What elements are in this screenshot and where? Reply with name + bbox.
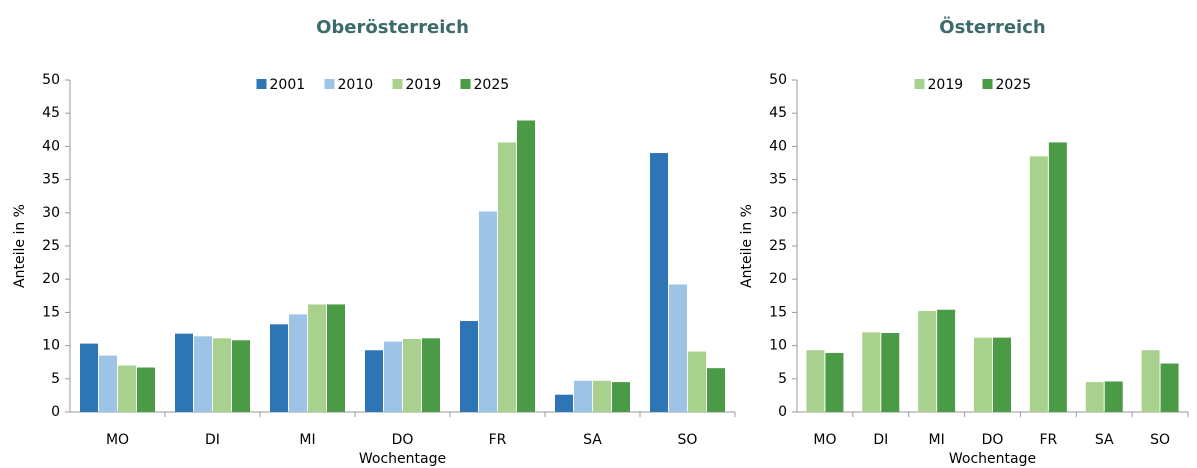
x-tick-label: SO [678,432,698,448]
x-tick-label: SA [583,432,602,448]
bar [650,153,668,413]
x-tick-label: FR [1039,432,1057,448]
x-tick-label: DO [982,432,1004,448]
bar [1104,381,1123,412]
bar [99,355,117,412]
legend-swatch [460,79,471,89]
bar [232,340,250,412]
y-tick-label: 15 [769,304,787,320]
x-axis-label: Wochentage [949,451,1036,467]
y-tick-label: 0 [51,404,60,420]
bar [327,304,345,412]
bar [1141,350,1160,412]
x-tick-label: MI [299,432,315,448]
bar [80,343,98,412]
x-tick-label: MO [813,432,836,448]
x-tick-label: DI [873,432,888,448]
legend-swatch [256,79,267,89]
chart-title: Oberösterreich [316,17,469,38]
legend-label: 2019 [928,77,964,93]
chart-title: Österreich [939,16,1045,38]
y-tick-label: 25 [42,238,60,254]
bar [593,380,611,412]
x-tick-label: DO [392,432,414,448]
legend-swatch [982,79,993,89]
y-tick-label: 30 [769,205,787,221]
y-tick-label: 50 [42,72,60,88]
bar [974,337,992,412]
y-tick-label: 5 [778,371,787,387]
bar [118,365,136,412]
bar [881,332,900,412]
y-tick-label: 50 [769,72,787,88]
bar [422,338,440,412]
bar [555,394,573,412]
y-tick-label: 40 [42,138,60,154]
bar [517,120,535,412]
y-tick-label: 30 [42,205,60,221]
bar [688,351,706,412]
y-tick-label: 0 [778,404,787,420]
bar [365,350,383,412]
x-tick-label: SO [1150,432,1170,448]
legend-label: 2001 [270,77,306,93]
y-tick-label: 45 [769,105,787,121]
y-axis-label: Anteile in % [739,204,755,288]
bar [1160,363,1179,412]
bar [918,311,937,412]
legend-label: 2019 [406,77,442,93]
bar [384,341,402,412]
y-tick-label: 40 [769,138,787,154]
y-axis-label: Anteile in % [12,204,28,288]
bar [498,142,516,412]
x-tick-label: SA [1095,432,1114,448]
bar [937,309,956,412]
bar [1085,382,1104,412]
legend-label: 2010 [338,77,374,93]
bar [1048,142,1067,412]
legend-swatch [914,79,925,89]
y-tick-label: 35 [769,172,787,188]
bar [403,338,421,412]
y-tick-label: 35 [42,172,60,188]
x-axis-label: Wochentage [359,451,446,467]
bar [707,368,725,412]
bar [806,350,825,412]
bar [175,333,193,412]
legend-label: 2025 [474,77,510,93]
bar [862,332,881,412]
x-tick-label: DI [205,432,220,448]
bar [669,284,687,412]
bar [137,367,155,412]
y-tick-label: 20 [42,271,60,287]
y-tick-label: 20 [769,271,787,287]
bar [1029,156,1048,412]
y-tick-label: 10 [769,338,787,354]
y-tick-label: 5 [51,371,60,387]
bar [993,337,1011,412]
bar [194,336,212,412]
bar [574,380,592,412]
x-tick-label: FR [489,432,507,448]
y-tick-label: 10 [42,338,60,354]
legend-swatch [392,79,403,89]
bar [270,324,288,412]
legend-label: 2025 [996,77,1032,93]
bar [612,382,630,412]
y-tick-label: 25 [769,238,787,254]
y-tick-label: 15 [42,304,60,320]
bar [825,352,844,412]
legend-swatch [324,79,335,89]
x-tick-label: MI [929,432,945,448]
bar [289,314,307,412]
bar [308,304,326,412]
bar [460,321,478,412]
bar [213,338,231,412]
y-tick-label: 45 [42,105,60,121]
bar [479,211,497,412]
x-tick-label: MO [106,432,129,448]
